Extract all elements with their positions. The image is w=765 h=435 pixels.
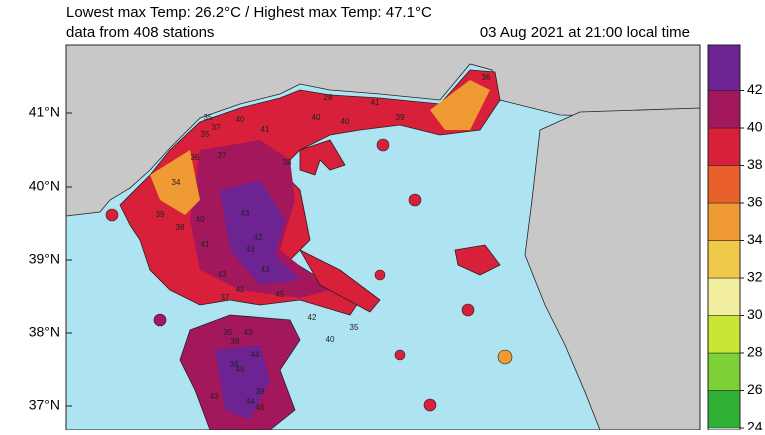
station-value: 38 — [230, 360, 239, 369]
colorbar-band — [707, 127, 741, 166]
timestamp: 03 Aug 2021 at 21:00 local time — [480, 24, 690, 41]
colorbar-band — [707, 277, 741, 316]
station-value: 28 — [324, 93, 333, 102]
station-value: 40 — [236, 115, 245, 124]
colorbar-band — [707, 44, 741, 91]
station-value: 39 — [156, 210, 165, 219]
colorbar-label: 24 — [747, 419, 763, 430]
station-value: 35 — [224, 328, 233, 337]
colorbar-label: 40 — [747, 119, 763, 135]
station-value: 40 — [341, 117, 350, 126]
station-value: 44 — [246, 397, 255, 406]
island — [408, 193, 422, 207]
station-value: 40 — [196, 215, 205, 224]
station-value: 38 — [283, 158, 292, 167]
title: Lowest max Temp: 26.2°C / Highest max Te… — [66, 4, 432, 21]
island — [374, 269, 386, 281]
colorbar-label: 26 — [747, 381, 763, 397]
euboea — [298, 249, 381, 313]
colorbar-label: 38 — [747, 156, 763, 172]
latitude-label: 41°N — [29, 104, 60, 120]
island — [423, 398, 437, 412]
station-value: 35 — [201, 130, 210, 139]
station-value: 42 — [236, 285, 245, 294]
cool-zone — [150, 150, 200, 215]
island — [497, 349, 513, 365]
station-value: 46 — [256, 403, 265, 412]
station-value: 35 — [350, 323, 359, 332]
colorbar-label: 36 — [747, 194, 763, 210]
colorbar-band — [707, 90, 741, 129]
island — [105, 208, 119, 222]
latitude-label: 37°N — [29, 397, 60, 413]
cool-zone-east — [430, 80, 490, 130]
colorbar-label: 42 — [747, 81, 763, 97]
colorbar-label: 32 — [747, 269, 763, 285]
station-value: 37 — [218, 151, 227, 160]
station-value: 43 — [261, 265, 270, 274]
chalkidiki — [299, 139, 346, 176]
station-value: 42 — [254, 233, 263, 242]
colorbar-band — [707, 202, 741, 241]
colorbar-band — [707, 390, 741, 429]
island — [394, 349, 406, 361]
station-value: 43 — [244, 328, 253, 337]
station-value: 43 — [218, 270, 227, 279]
latitude-label: 38°N — [29, 324, 60, 340]
hottest-zone — [220, 180, 300, 285]
subtitle: data from 408 stations — [66, 24, 214, 41]
station-value: 45 — [236, 365, 245, 374]
station-value: 44 — [251, 350, 260, 359]
lesbos — [454, 244, 501, 276]
station-value: 38 — [231, 337, 240, 346]
station-value: 37 — [221, 293, 230, 302]
colorbar-band — [707, 165, 741, 204]
island — [153, 313, 167, 327]
station-value: 38 — [176, 223, 185, 232]
colorbar-band — [707, 240, 741, 279]
station-value: 35 — [204, 113, 213, 122]
station-value: 43 — [246, 245, 255, 254]
colorbar-band — [707, 315, 741, 354]
station-value: 39 — [256, 387, 265, 396]
station-value: 41 — [201, 240, 210, 249]
station-value: 42 — [308, 313, 317, 322]
station-value: 40 — [326, 335, 335, 344]
station-value: 37 — [212, 123, 221, 132]
colorbar-label: 30 — [747, 306, 763, 322]
station-value: 41 — [371, 98, 380, 107]
station-value: 39 — [396, 113, 405, 122]
station-value: 36 — [191, 153, 200, 162]
colorbar-band — [707, 352, 741, 391]
latitude-label: 39°N — [29, 251, 60, 267]
island — [461, 303, 475, 317]
colorbar-label: 34 — [747, 231, 763, 247]
station-value: 36 — [482, 73, 491, 82]
latitude-label: 40°N — [29, 178, 60, 194]
station-value: 41 — [261, 125, 270, 134]
station-value: 40 — [312, 113, 321, 122]
land-north — [66, 45, 700, 217]
land-east — [524, 107, 700, 430]
island — [376, 138, 390, 152]
station-value: 45 — [276, 290, 285, 299]
station-value: 34 — [172, 178, 181, 187]
station-value: 43 — [241, 209, 250, 218]
station-value: 43 — [210, 392, 219, 401]
colorbar-label: 28 — [747, 344, 763, 360]
peloponnese-hot — [215, 345, 270, 420]
